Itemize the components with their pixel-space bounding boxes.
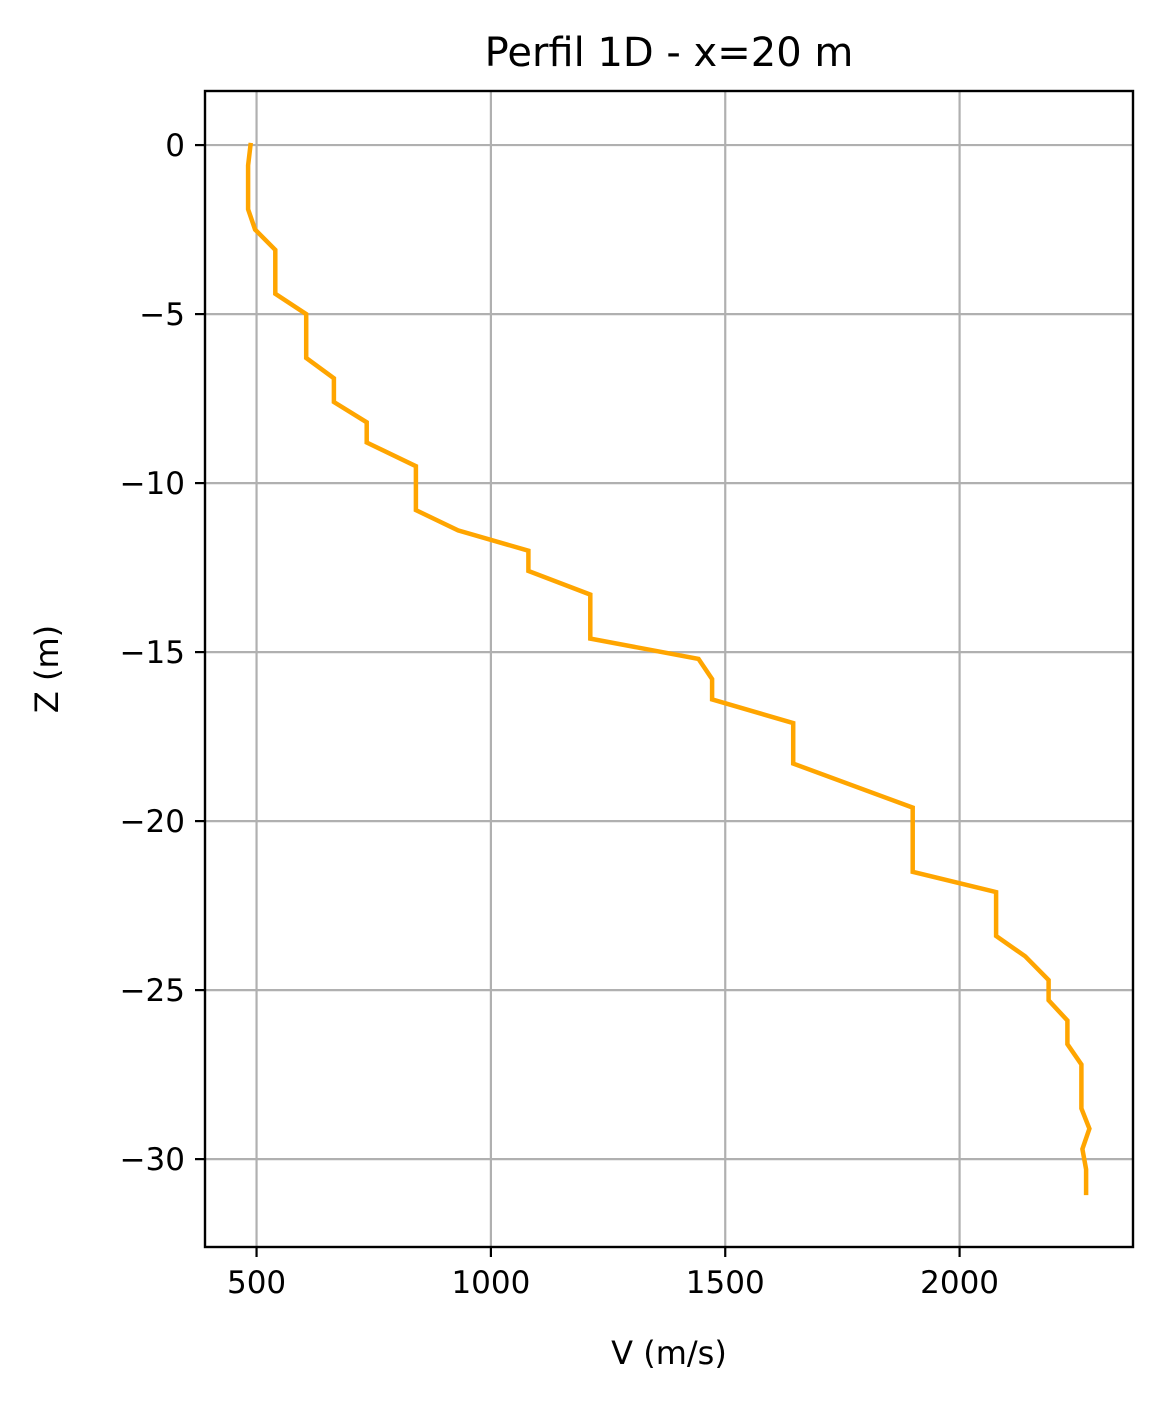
- y-tick-label-1: −5: [139, 297, 185, 333]
- y-tick-label-5: −25: [120, 973, 185, 1009]
- y-tick-label-4: −20: [120, 804, 185, 840]
- plot-frame: [203, 89, 1135, 1249]
- x-axis-label: V (m/s): [611, 1334, 727, 1372]
- series-layer: [245, 142, 1092, 1196]
- y-tick-label-2: −10: [120, 466, 185, 502]
- y-axis-label: Z (m): [28, 625, 66, 713]
- x-tick-label-2: 1500: [686, 1265, 765, 1301]
- chart-title: Perfil 1D - x=20 m: [485, 30, 854, 76]
- series-line-0: [245, 142, 1092, 1196]
- x-tick-label-3: 2000: [920, 1265, 999, 1301]
- y-tick-label-3: −15: [120, 635, 185, 671]
- axes: 500 1000 1500 2000 0 −5 −10 −15 −20 −25 −30: [120, 89, 1135, 1301]
- grid: [205, 91, 1133, 1247]
- x-tick-label-1: 1000: [451, 1265, 530, 1301]
- x-tick-label-0: 500: [227, 1265, 286, 1301]
- y-tick-label-0: 0: [165, 128, 185, 164]
- y-tick-label-6: −30: [120, 1142, 185, 1178]
